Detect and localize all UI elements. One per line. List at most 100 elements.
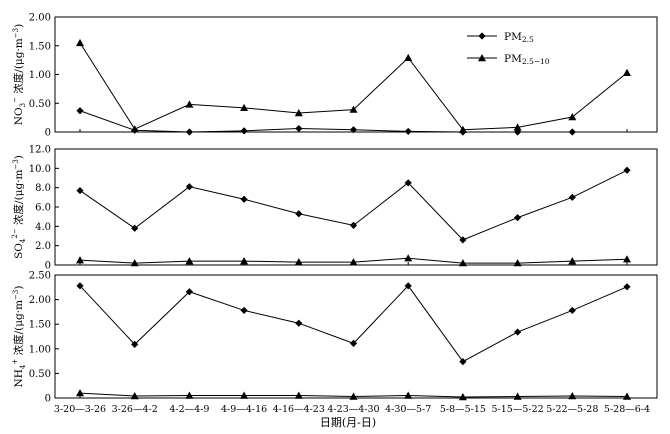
diamond-point <box>240 127 248 135</box>
triangle-point <box>458 125 467 133</box>
y-tick-label: 10.0 <box>29 164 51 175</box>
diamond-point <box>568 128 576 136</box>
legend-entry: PM2.5−10 <box>467 53 550 66</box>
triangle-point <box>76 389 84 397</box>
triangle-point <box>568 392 577 400</box>
y-tick-label: 6.0 <box>35 203 51 214</box>
y-tick-label: 0.50 <box>29 99 51 110</box>
diamond-point <box>623 166 631 174</box>
triangle-point <box>513 392 522 400</box>
y-tick-label: 8.0 <box>35 183 51 194</box>
x-tick-label: 4-30—5-7 <box>385 404 431 415</box>
diamond-point <box>404 127 412 136</box>
diamond-point <box>240 306 248 315</box>
diamond-point <box>76 107 84 115</box>
y-tick-label: 12.0 <box>29 145 51 156</box>
diamond-point <box>623 283 631 291</box>
diamond-point <box>131 340 139 348</box>
diamond-point <box>459 236 467 244</box>
y-tick-label: 1.00 <box>29 70 51 81</box>
triangle-point <box>349 258 358 266</box>
legend-label: PM2.5 <box>504 31 534 44</box>
triangle-point <box>349 392 358 400</box>
y-tick-label: 2.0 <box>35 241 51 252</box>
triangle-point <box>623 255 631 263</box>
x-tick-label: 4-2—4-9 <box>169 404 209 415</box>
x-axis-label: 日期(月-日) <box>320 416 376 429</box>
triangle-point <box>623 392 631 400</box>
diamond-point <box>131 224 139 232</box>
triangle-point <box>240 391 249 399</box>
triangle-point <box>76 256 84 264</box>
triangle-point <box>130 125 139 133</box>
legend-label: PM2.5−10 <box>504 53 550 66</box>
triangle-point <box>130 259 139 267</box>
diamond-point <box>349 126 358 134</box>
y-tick-label: 1.00 <box>29 344 51 355</box>
diamond-point <box>185 288 193 296</box>
diamond-point <box>459 357 467 366</box>
y-tick-label: 1.50 <box>29 41 51 52</box>
legend-diamond-marker <box>478 32 486 40</box>
x-tick-label: 4-9—4-16 <box>221 404 267 415</box>
x-tick-label: 5-15—5-22 <box>492 404 544 415</box>
diamond-point <box>295 210 303 218</box>
triangle-point <box>185 391 194 399</box>
diamond-point <box>514 328 522 336</box>
triangle-point <box>240 103 249 112</box>
triangle-point <box>240 257 249 265</box>
diamond-point <box>349 221 358 229</box>
diamond-point <box>568 193 576 201</box>
triangle-point <box>185 100 194 108</box>
triangle-point <box>404 254 413 262</box>
y-tick-label: 4.0 <box>35 222 51 233</box>
legend-entry: PM2.5 <box>467 31 534 44</box>
diamond-point <box>185 183 193 191</box>
triangle-point <box>458 393 467 401</box>
triangle-point <box>294 109 303 117</box>
diamond-point <box>568 306 576 315</box>
y-tick-label: 2.50 <box>29 271 51 282</box>
triangle-point <box>568 257 577 265</box>
legend-triangle-marker <box>478 54 486 62</box>
y-tick-label: 0.50 <box>29 369 51 380</box>
triangle-point <box>349 105 358 113</box>
triangle-point <box>513 123 522 131</box>
x-tick-label: 3-26—4-2 <box>112 404 158 415</box>
diamond-point <box>185 128 193 136</box>
x-tick-label: 4-16—4-23 <box>273 404 325 415</box>
x-tick-label: 3-20—3-26 <box>54 404 106 415</box>
triangle-point <box>130 392 139 400</box>
triangle-point <box>404 391 413 399</box>
x-tick-label: 4-23—4-30 <box>327 404 379 415</box>
y-tick-label: 0 <box>45 394 51 405</box>
series-line-2 <box>79 42 628 131</box>
triangle-point <box>513 259 522 267</box>
diamond-point <box>349 339 358 347</box>
x-tick-label: 5-28—6-4 <box>604 404 650 415</box>
y-axis-label: SO42− 浓度/(μg·m−3) <box>11 155 27 259</box>
diamond-point <box>295 319 303 327</box>
y-axis-label: NH4+ 浓度/(μg·m−3) <box>11 286 27 388</box>
plot-frame <box>54 16 658 133</box>
series-line-1 <box>79 285 628 363</box>
y-tick-label: 0 <box>45 261 51 272</box>
triangle-point <box>185 257 194 265</box>
plot-frame <box>54 274 658 399</box>
diamond-point <box>240 195 248 203</box>
series-line-1 <box>79 169 628 241</box>
diamond-point <box>404 179 412 187</box>
y-tick-label: 2.00 <box>29 295 51 306</box>
triangle-point <box>623 68 631 76</box>
triangle-point <box>76 38 84 47</box>
y-axis-label: NO3− 浓度/(μg·m−3) <box>11 24 27 125</box>
triangle-point <box>404 53 413 62</box>
y-tick-label: 0 <box>45 128 51 139</box>
diamond-point <box>76 186 84 195</box>
diamond-point <box>76 282 84 290</box>
y-tick-label: 2.00 <box>29 13 51 24</box>
